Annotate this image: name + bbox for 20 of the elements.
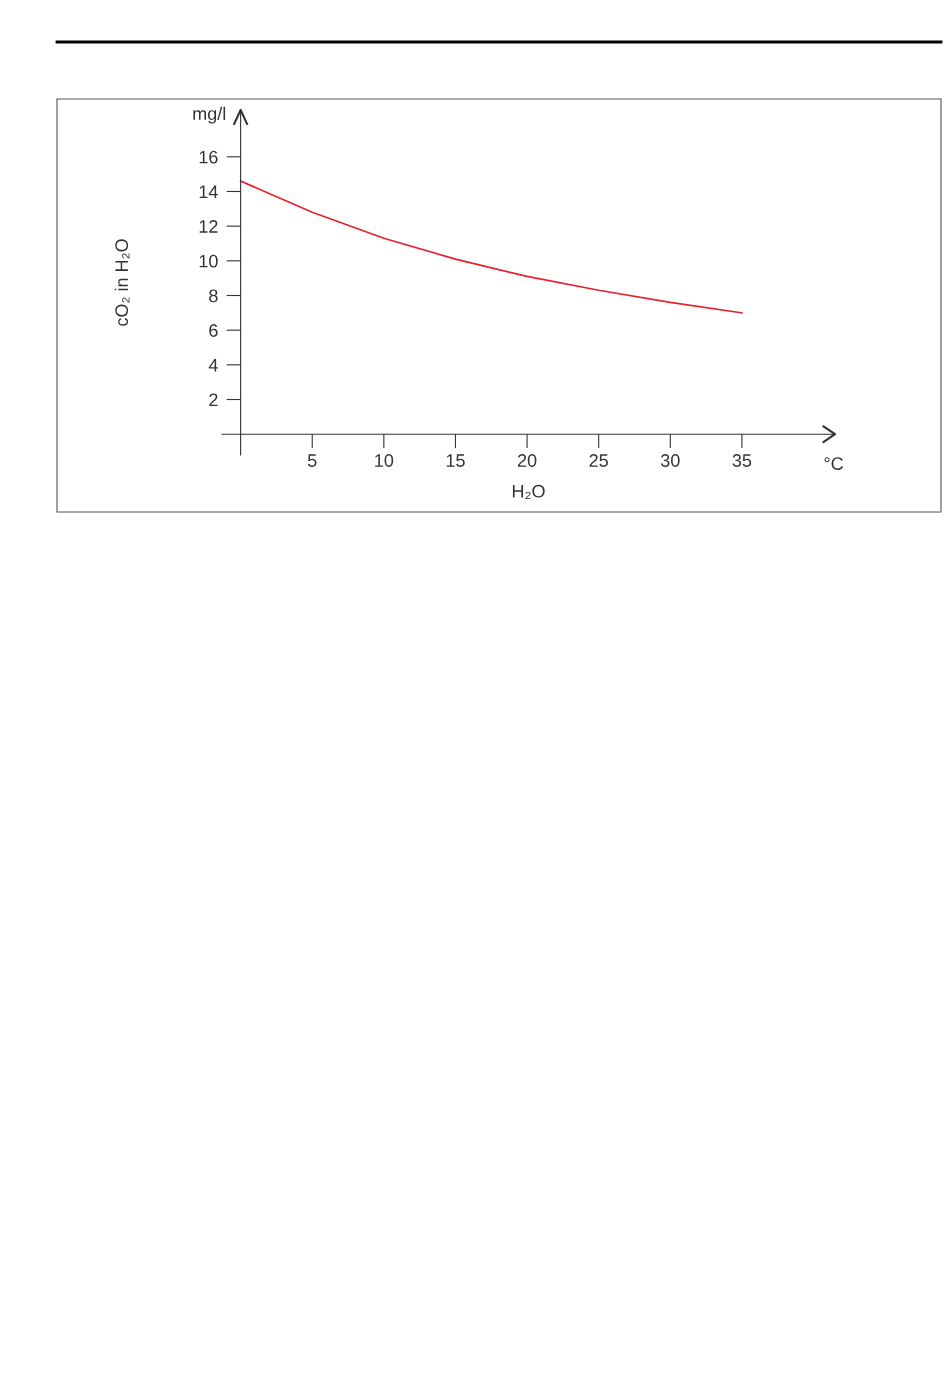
y-tick-label: 2 [209, 393, 218, 407]
y-tick-label: 14 [199, 185, 218, 199]
x-axis-title: H₂O [512, 484, 545, 499]
x-tick-label: 30 [660, 454, 680, 467]
text: °C [824, 457, 844, 470]
y-tick-label: 16 [199, 150, 218, 164]
x-tick-label: 35 [732, 454, 752, 467]
y-tick-label: 10 [199, 254, 218, 268]
y-tick-label: 6 [209, 324, 218, 337]
x-tick-label: 15 [446, 454, 465, 467]
annotation: mg/l [193, 106, 226, 124]
x-tick-label: 20 [517, 454, 537, 467]
x-tick-label: 25 [589, 454, 608, 467]
y-tick-label: 12 [199, 220, 218, 233]
x-tick-label: 5 [307, 454, 317, 467]
y-tick-label: 4 [208, 358, 218, 372]
x-tick-label: 10 [375, 454, 394, 467]
line-series [239, 180, 743, 314]
y-axis-title: cO₂ in H₂O [114, 239, 130, 326]
y-tick-label: 8 [209, 289, 218, 303]
